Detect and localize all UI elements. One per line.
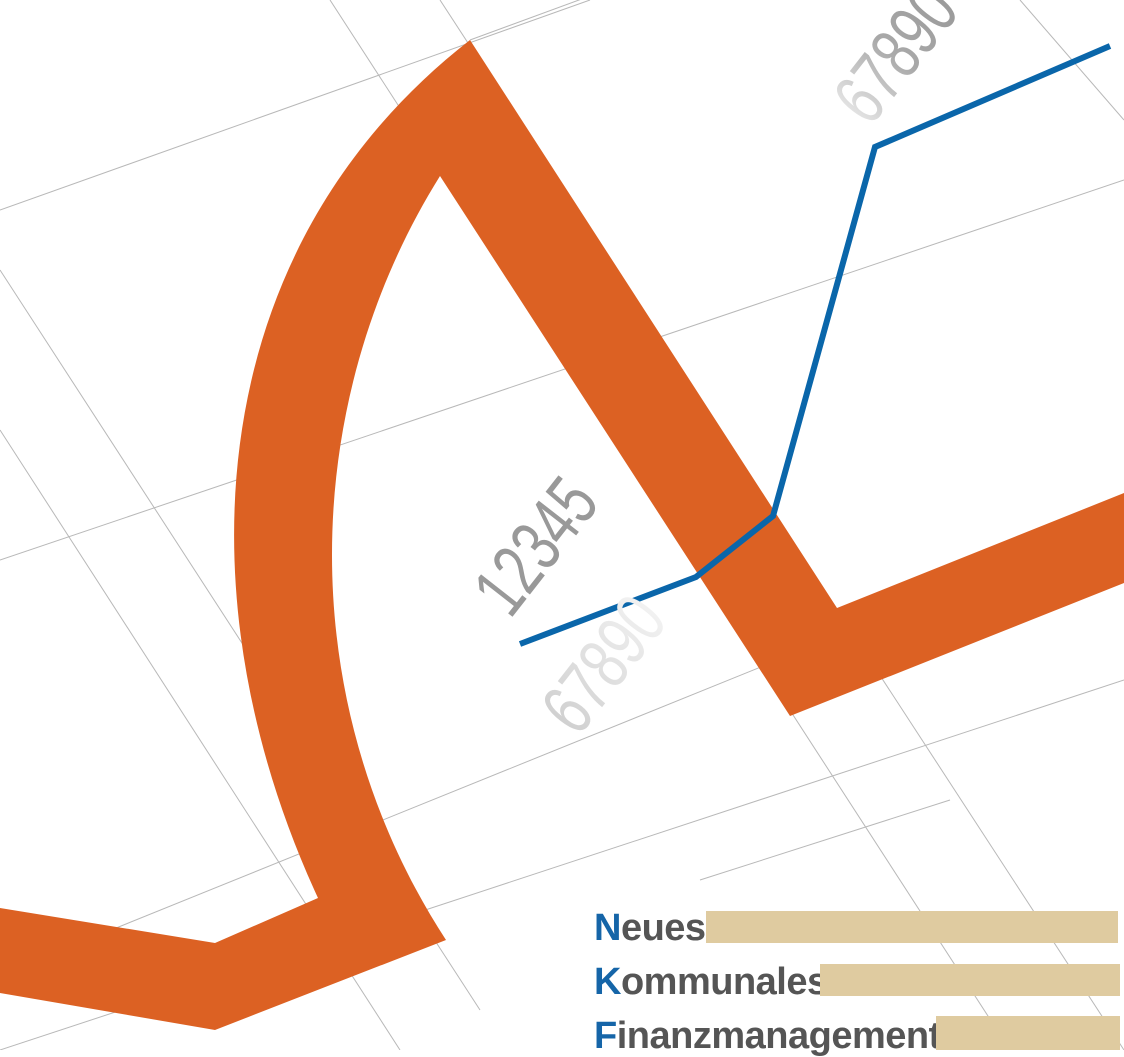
brand-initial-n: N (594, 907, 621, 949)
number-lower: 67890 (526, 580, 682, 748)
number-middle: 12345 (458, 462, 614, 630)
brand-bar-2 (820, 964, 1120, 996)
brand-rest-neues: eues (620, 907, 706, 949)
brand-bar-3 (936, 1016, 1120, 1050)
blue-line (518, 43, 1112, 647)
brand-bar-1 (706, 911, 1118, 943)
brand-line-finanzmanagement: Finanzmanagement (594, 1016, 941, 1056)
brand-rest-finanzmanagement: inanzmanagement (616, 1015, 942, 1057)
brand-initial-k: K (594, 961, 621, 1003)
brand-line-neues: Neues (594, 908, 706, 948)
orange-band (0, 40, 1124, 1030)
brand-line-kommunales: Kommunales (594, 962, 828, 1002)
brand-rest-kommunales: ommunales (620, 961, 828, 1003)
brand-initial-f: F (594, 1015, 617, 1057)
